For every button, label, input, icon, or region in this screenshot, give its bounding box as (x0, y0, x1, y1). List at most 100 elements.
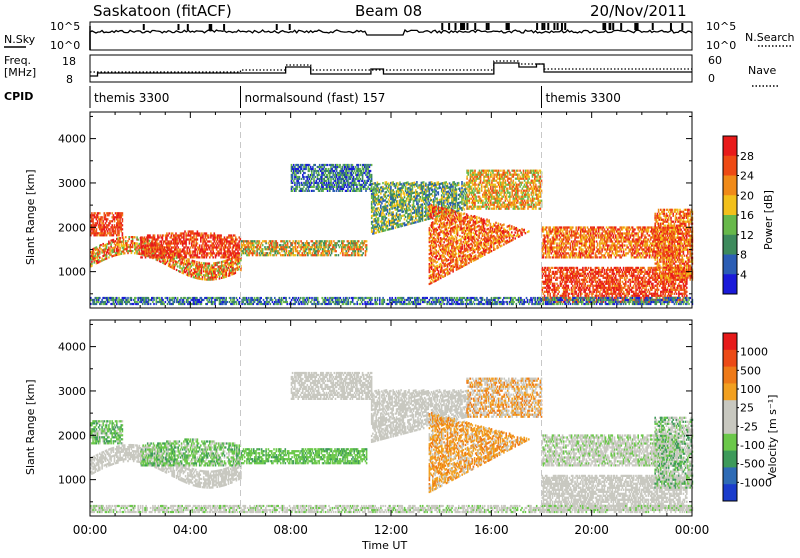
echo-cell (125, 240, 127, 242)
echo-cell (107, 226, 109, 228)
echo-cell (102, 222, 104, 224)
echo-cell (219, 261, 221, 263)
echo-cell (327, 248, 329, 250)
echo-cell (206, 242, 208, 244)
echo-cell (188, 259, 190, 261)
echo-cell (170, 244, 172, 246)
echo-cell (196, 244, 198, 246)
echo-cell (291, 164, 293, 166)
echo-cell (366, 248, 368, 250)
echo-cell (219, 277, 221, 279)
echo-cell (446, 214, 448, 216)
echo-cell (99, 222, 101, 224)
echo-cell (91, 216, 93, 218)
echo-cell (235, 272, 237, 274)
echo-cell (385, 193, 387, 195)
echo-cell (210, 240, 212, 242)
echo-cell (206, 256, 208, 258)
echo-cell (304, 190, 306, 192)
echo-cell (356, 190, 358, 192)
echo-cell (302, 184, 304, 186)
echo-cell (435, 208, 437, 210)
echo-cell (318, 250, 320, 252)
echo-cell (305, 254, 307, 256)
echo-cell (350, 244, 352, 246)
echo-cell (119, 218, 121, 220)
echo-cell (164, 252, 166, 254)
echo-cell (365, 184, 367, 186)
echo-cell (461, 246, 463, 248)
echo-cell (135, 244, 137, 246)
echo-cell (404, 192, 406, 194)
echo-cell (114, 248, 116, 250)
echo-cell (366, 188, 368, 190)
echo-cell (209, 263, 211, 265)
echo-cell (291, 244, 293, 246)
echo-cell (346, 178, 348, 180)
echo-cell (356, 176, 358, 178)
echo-cell (336, 170, 338, 172)
echo-cell (141, 246, 143, 248)
echo-cell (101, 216, 103, 218)
echo-cell (457, 242, 459, 244)
echo-cell (110, 244, 112, 246)
echo-cell (145, 256, 147, 258)
echo-cell (105, 214, 107, 216)
echo-cell (438, 191, 440, 193)
echo-cell (369, 166, 371, 168)
echo-cell (214, 270, 216, 272)
echo-cell (190, 252, 192, 254)
echo-cell (232, 248, 234, 250)
echo-cell (330, 188, 332, 190)
echo-cell (415, 221, 417, 223)
echo-cell (293, 180, 295, 182)
echo-cell (207, 254, 209, 256)
echo-cell (455, 211, 457, 213)
echo-cell (439, 234, 441, 236)
echo-cell (303, 178, 305, 180)
echo-cell (438, 278, 440, 280)
echo-cell (93, 228, 95, 230)
echo-cell (108, 224, 110, 226)
echo-cell (329, 250, 331, 252)
echo-cell (208, 234, 210, 236)
echo-cell (235, 236, 237, 238)
echo-cell (241, 248, 243, 250)
echo-cell (355, 172, 357, 174)
echo-cell (148, 242, 150, 244)
echo-cell (175, 232, 177, 234)
echo-cell (156, 242, 158, 244)
echo-cell (333, 246, 335, 248)
echo-cell (145, 246, 147, 248)
echo-cell (431, 282, 433, 284)
echo-cell (447, 222, 449, 224)
echo-cell (365, 170, 367, 172)
echo-cell (344, 186, 346, 188)
echo-cell (228, 248, 230, 250)
echo-cell (192, 230, 194, 232)
echo-cell (358, 176, 360, 178)
echo-cell (449, 196, 451, 198)
echo-cell (201, 254, 203, 256)
echo-cell (205, 240, 207, 242)
echo-cell (238, 240, 240, 242)
date-title: 20/Nov/2011 (590, 2, 687, 20)
echo-cell (159, 248, 161, 250)
echo-cell (185, 256, 187, 258)
echo-cell (347, 252, 349, 254)
echo-cell (124, 246, 126, 248)
echo-cell (96, 230, 98, 232)
echo-cell (297, 172, 299, 174)
echo-cell (99, 212, 101, 214)
echo-cell (105, 222, 107, 224)
echo-cell (101, 230, 103, 232)
echo-cell (236, 248, 238, 250)
echo-cell (114, 220, 116, 222)
echo-cell (141, 240, 143, 242)
echo-cell (262, 248, 264, 250)
echo-cell (321, 244, 323, 246)
echo-cell (360, 178, 362, 180)
echo-cell (202, 276, 204, 278)
echo-cell (213, 266, 215, 268)
echo-cell (348, 164, 350, 166)
